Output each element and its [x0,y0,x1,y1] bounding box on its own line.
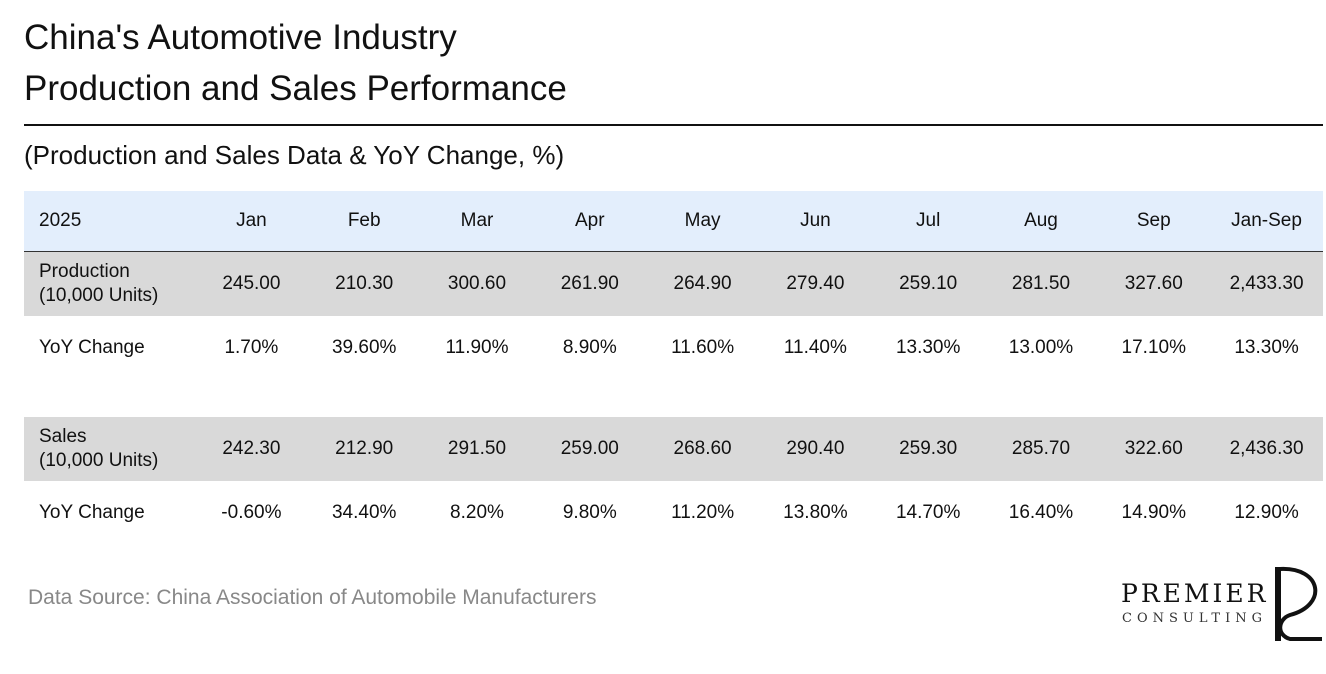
row-label-text: Production [39,261,130,282]
table-cell: 16.40% [1008,502,1074,523]
table-cell: Sep [1136,210,1171,231]
table-cell: Aug [1024,210,1058,231]
table-cell: 281.50 [1011,273,1071,294]
table-cell: 322.60 [1124,438,1183,459]
page-title: China's Automotive Industry Production a… [24,12,567,114]
table-cell: 279.40 [786,273,845,294]
table-cell: 261.90 [560,273,619,294]
logo-sub: CONSULTING [1122,611,1267,626]
table-cell: 212.90 [335,438,394,459]
table-row: Production (10,000 Units) 245.00 210.30 300.… [24,252,1323,316]
table-cell: Mar [460,210,494,231]
table-cell: 259.10 [899,273,958,294]
table-cell: 11.40% [783,337,847,358]
table-cell: 9.80% [562,502,617,523]
table-cell: 259.30 [899,438,958,459]
table-row: Sales (10,000 Units) 242.30 212.90 291.50 259… [24,417,1323,481]
row-label-text: 2025 [39,210,82,231]
logo-name: PREMIER [1121,579,1269,608]
premier-consulting-logo: PREMIER CONSULTING [1118,565,1326,645]
table-cell: 14.70% [895,502,961,523]
table-cell: 13.30% [1234,337,1299,358]
table-cell: 264.90 [673,273,732,294]
table-cell: 13.30% [895,337,961,358]
table-cell: 8.20% [450,502,504,523]
table-cell: 259.00 [560,438,619,459]
table-cell: Jan [236,210,267,231]
table-cell: Jul [916,210,941,231]
row-label: 2025 [24,209,195,233]
table-cell: 13.80% [783,502,848,523]
table-cell: 242.30 [222,438,281,459]
table-header-row: 2025 Jan Feb Mar Apr May Jun Jul Aug Sep Jan-Sep [24,191,1323,252]
table-cell: 291.50 [447,438,507,459]
table-cell: 245.00 [222,273,281,294]
table-cell: -0.60% [221,502,282,523]
table-cell: 2,433.30 [1229,273,1304,294]
table-cell: Jun [800,210,831,231]
row-label-text: (10,000 Units) [39,450,159,471]
table-cell: 11.60% [671,337,735,358]
table-cell: 210.30 [335,273,394,294]
data-source: Data Source: China Association of Automo… [28,586,597,609]
table-cell: 327.60 [1124,273,1183,294]
table-row-yoy: YoY Change -0.60% 34.40% 8.20% 9.80% 11.20% 13… [24,481,1323,545]
row-label-text: YoY Change [39,337,145,358]
logo-mark-icon [1275,566,1322,641]
table-cell: 290.40 [786,438,845,459]
table-cell: 34.40% [331,502,397,523]
table-cell: 300.60 [447,273,507,294]
row-label: YoY Change [24,336,195,360]
table-cell: 13.00% [1008,337,1074,358]
row-label-text: (10,000 Units) [39,285,159,306]
table-cell: Feb [347,210,381,231]
table-cell: 11.90% [445,337,509,358]
title-line-2: Production and Sales Performance [24,69,567,108]
subtitle: (Production and Sales Data & YoY Change,… [24,140,565,170]
table-cell: 2,436.30 [1229,438,1304,459]
row-label-text: Sales [39,426,87,447]
table-cell: 14.90% [1121,502,1186,523]
table-cell: May [684,210,721,231]
table-cell: 1.70% [224,337,279,358]
divider [24,124,1323,126]
table-cell: 8.90% [562,337,617,358]
table-cell: Apr [575,210,605,231]
row-label-text: YoY Change [39,502,145,523]
table-cell: 11.20% [671,502,735,523]
table-cell: Jan-Sep [1231,210,1302,231]
row-label: YoY Change [24,501,195,525]
table-cell: 268.60 [673,438,732,459]
row-label: Sales (10,000 Units) [24,425,195,473]
table-row-yoy: YoY Change 1.70% 39.60% 11.90% 8.90% 11.60% 11… [24,316,1323,380]
table-cell: 285.70 [1011,438,1071,459]
table-cell: 17.10% [1121,337,1186,358]
row-label: Production (10,000 Units) [24,260,195,308]
table-cell: 39.60% [331,337,397,358]
table-cell: 12.90% [1234,502,1299,523]
title-line-1: China's Automotive Industry [24,18,457,57]
